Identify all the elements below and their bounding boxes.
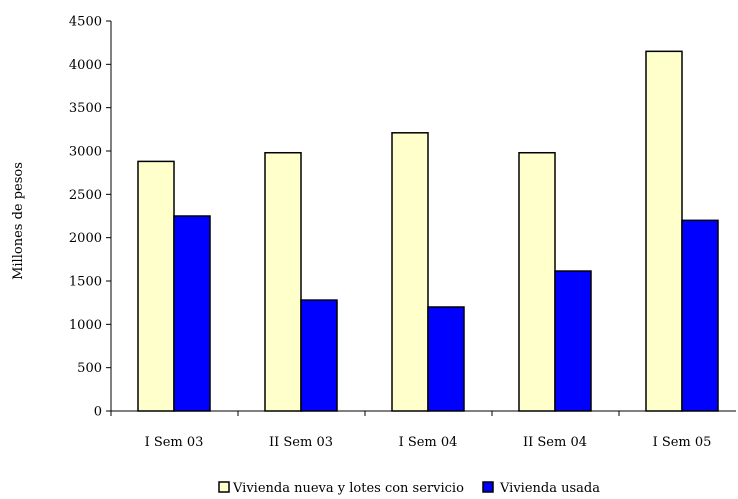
x-tick-label: I Sem 03	[145, 435, 204, 450]
y-tick-label: 4000	[69, 58, 102, 73]
x-tick-label: I Sem 04	[399, 435, 458, 450]
legend-label: Vivienda nueva y lotes con servicio	[232, 481, 464, 496]
y-tick-label: 3500	[69, 101, 102, 116]
bar-vivienda-nueva	[264, 151, 302, 412]
y-tick-label: 0	[94, 405, 102, 420]
legend-label: Vivienda usada	[499, 481, 600, 496]
bar-vivienda-nueva	[645, 50, 683, 412]
bar-vivienda-usada	[681, 219, 719, 412]
bar-vivienda-nueva	[391, 132, 429, 412]
legend-swatch	[218, 481, 230, 493]
y-tick-label: 4500	[69, 15, 102, 30]
bar-vivienda-nueva	[137, 160, 175, 412]
bar-vivienda-usada	[427, 306, 465, 412]
x-tick-label: II Sem 03	[269, 435, 333, 450]
y-tick-label: 2000	[69, 231, 102, 246]
y-tick-label: 2500	[69, 188, 102, 203]
x-axis-ticks: I Sem 03 II Sem 03 I Sem 04 II Sem 04 I Sem …	[110, 411, 712, 450]
y-tick-label: 3000	[69, 145, 102, 160]
y-tick-label: 500	[77, 361, 102, 376]
y-tick-label: 1000	[69, 318, 102, 333]
x-tick-label: I Sem 05	[653, 435, 712, 450]
legend: Vivienda nueva y lotes con servicio Vivie…	[218, 481, 600, 496]
legend-swatch	[482, 481, 494, 493]
x-tick-label: II Sem 04	[523, 435, 587, 450]
bar-vivienda-usada	[173, 215, 211, 412]
y-axis-ticks: 0 500 1000 1500 2000 2500 3000 3500 4000 4500	[69, 15, 111, 420]
y-tick-label: 1500	[69, 275, 102, 290]
bar-vivienda-usada	[554, 270, 592, 412]
bar-vivienda-nueva	[518, 151, 556, 412]
bars	[137, 50, 719, 412]
y-axis-title: Millones de pesos	[11, 162, 26, 280]
bar-vivienda-usada	[300, 299, 338, 412]
